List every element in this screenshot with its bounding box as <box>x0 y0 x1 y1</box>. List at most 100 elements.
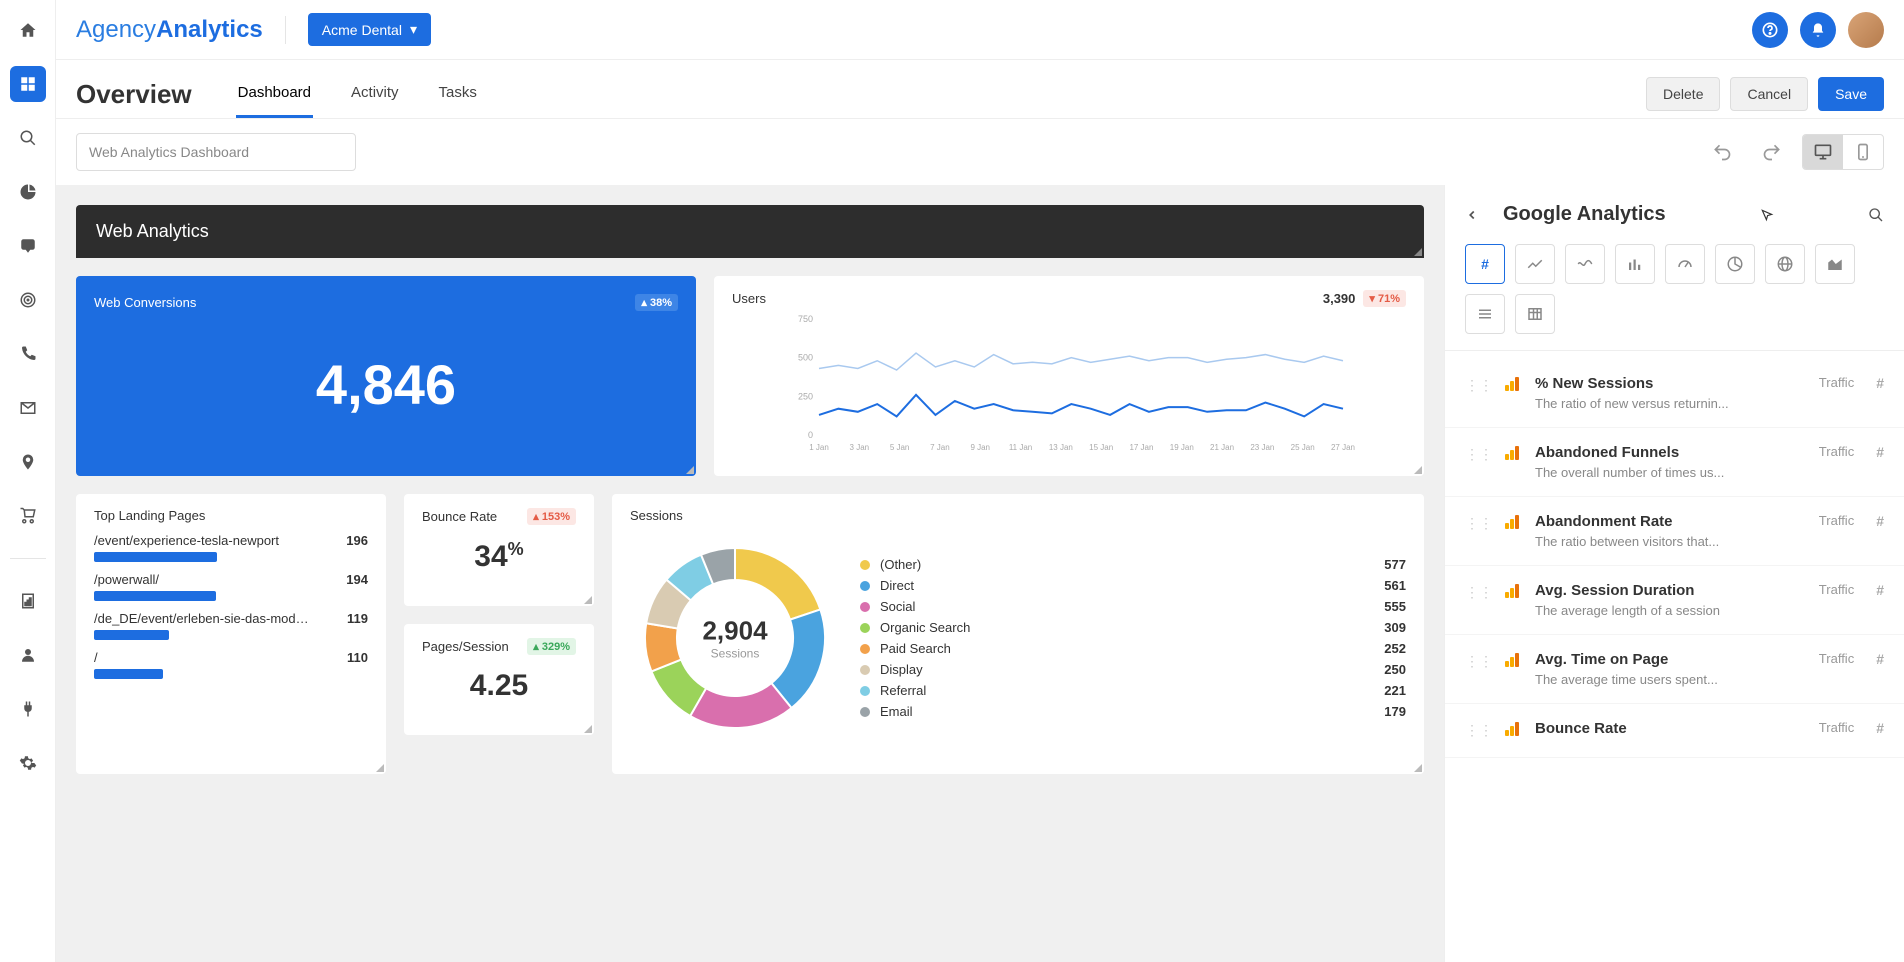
cart-icon[interactable] <box>10 498 46 534</box>
pages-session-card[interactable]: Pages/Session▴ 329% 4.25 <box>404 624 594 735</box>
sessions-card[interactable]: Sessions 2,904 Sessions (Other)577Direct… <box>612 494 1424 774</box>
user-icon[interactable] <box>10 637 46 673</box>
cancel-button[interactable]: Cancel <box>1730 77 1808 111</box>
subheader: Overview Dashboard Activity Tasks Delete… <box>56 60 1904 119</box>
report-icon[interactable] <box>10 583 46 619</box>
legend-label: Organic Search <box>880 620 970 635</box>
landing-card[interactable]: Top Landing Pages /event/experience-tesl… <box>76 494 386 774</box>
metric-item[interactable]: ⋮⋮ Abandoned Funnels The overall number … <box>1445 428 1904 497</box>
page-title: Overview <box>76 79 192 110</box>
metric-item[interactable]: ⋮⋮ Avg. Time on Page The average time us… <box>1445 635 1904 704</box>
gear-icon[interactable] <box>10 745 46 781</box>
ga-icon <box>1505 653 1523 667</box>
resize-handle[interactable] <box>376 764 384 772</box>
metric-item[interactable]: ⋮⋮ % New Sessions The ratio of new versu… <box>1445 359 1904 428</box>
drag-handle-icon[interactable]: ⋮⋮ <box>1465 584 1493 601</box>
type-pie-icon[interactable] <box>1715 244 1755 284</box>
ga-icon <box>1505 446 1523 460</box>
resize-handle[interactable] <box>584 596 592 604</box>
resize-handle[interactable] <box>1414 248 1422 256</box>
pie-icon[interactable] <box>10 174 46 210</box>
back-icon[interactable] <box>1465 208 1479 222</box>
bounce-card[interactable]: Bounce Rate▴ 153% 34% <box>404 494 594 606</box>
help-icon[interactable] <box>1752 12 1788 48</box>
drag-handle-icon[interactable]: ⋮⋮ <box>1465 653 1493 670</box>
search-icon[interactable] <box>10 120 46 156</box>
tab-dashboard[interactable]: Dashboard <box>236 70 313 118</box>
panel-search-icon[interactable] <box>1868 207 1884 223</box>
svg-text:21 Jan: 21 Jan <box>1210 443 1234 452</box>
resize-handle[interactable] <box>1414 764 1422 772</box>
legend-row: (Other)577 <box>860 554 1406 575</box>
landing-bar <box>94 630 169 640</box>
type-line-icon[interactable] <box>1515 244 1555 284</box>
ga-icon <box>1505 377 1523 391</box>
device-toggle <box>1802 134 1884 170</box>
account-select[interactable]: Acme Dental ▾ <box>308 13 431 46</box>
undo-icon[interactable] <box>1702 135 1742 169</box>
tab-activity[interactable]: Activity <box>349 70 401 118</box>
bell-icon[interactable] <box>1800 12 1836 48</box>
resize-handle[interactable] <box>1414 466 1422 474</box>
redo-icon[interactable] <box>1752 135 1792 169</box>
ga-icon <box>1505 584 1523 598</box>
home-icon[interactable] <box>10 12 46 48</box>
users-card[interactable]: Users 3,390 ▾ 71% 75050025001 Jan3 Jan5 … <box>714 276 1424 476</box>
landing-row: /de_DE/event/erleben-sie-das-model-s-...… <box>94 611 368 640</box>
dashboard-icon[interactable] <box>10 66 46 102</box>
hash-icon: # <box>1876 720 1884 736</box>
legend-row: Organic Search309 <box>860 617 1406 638</box>
drag-handle-icon[interactable]: ⋮⋮ <box>1465 377 1493 394</box>
landing-title: Top Landing Pages <box>94 508 368 523</box>
metric-title: Abandoned Funnels <box>1535 444 1807 461</box>
type-bar-icon[interactable] <box>1615 244 1655 284</box>
metric-item[interactable]: ⋮⋮ Abandonment Rate The ratio between vi… <box>1445 497 1904 566</box>
desktop-icon[interactable] <box>1803 135 1843 169</box>
pages-session-value: 4.25 <box>422 669 576 703</box>
type-area-icon[interactable] <box>1815 244 1855 284</box>
ga-icon <box>1505 722 1523 736</box>
landing-path: /de_DE/event/erleben-sie-das-model-s-... <box>94 611 314 626</box>
save-button[interactable]: Save <box>1818 77 1884 111</box>
side-panel: Google Analytics # ⋮⋮ <box>1444 185 1904 962</box>
metric-desc: The overall number of times us... <box>1535 465 1775 480</box>
conversions-card[interactable]: Web Conversions ▴ 38% 4,846 <box>76 276 696 476</box>
drag-handle-icon[interactable]: ⋮⋮ <box>1465 446 1493 463</box>
resize-handle[interactable] <box>584 725 592 733</box>
metric-desc: The ratio between visitors that... <box>1535 534 1775 549</box>
type-number-icon[interactable]: # <box>1465 244 1505 284</box>
phone-icon[interactable] <box>10 336 46 372</box>
legend-value: 555 <box>1384 599 1406 614</box>
topbar: AgencyAnalytics Acme Dental ▾ <box>56 0 1904 60</box>
delete-button[interactable]: Delete <box>1646 77 1720 111</box>
section-header[interactable]: Web Analytics <box>76 205 1424 258</box>
type-list-icon[interactable] <box>1465 294 1505 334</box>
type-table-icon[interactable] <box>1515 294 1555 334</box>
legend-dot <box>860 644 870 654</box>
svg-text:250: 250 <box>798 391 813 401</box>
target-icon[interactable] <box>10 282 46 318</box>
dashboard-name-input[interactable] <box>76 133 356 171</box>
conversions-value: 4,846 <box>316 352 456 417</box>
drag-handle-icon[interactable]: ⋮⋮ <box>1465 722 1493 739</box>
metric-desc: The average time users spent... <box>1535 672 1775 687</box>
location-icon[interactable] <box>10 444 46 480</box>
mobile-icon[interactable] <box>1843 135 1883 169</box>
plug-icon[interactable] <box>10 691 46 727</box>
metric-item[interactable]: ⋮⋮ Bounce Rate Traffic # <box>1445 704 1904 758</box>
resize-handle[interactable] <box>686 466 694 474</box>
type-spark-icon[interactable] <box>1565 244 1605 284</box>
tab-tasks[interactable]: Tasks <box>437 70 479 118</box>
chat-icon[interactable] <box>10 228 46 264</box>
mail-icon[interactable] <box>10 390 46 426</box>
drag-handle-icon[interactable]: ⋮⋮ <box>1465 515 1493 532</box>
avatar[interactable] <box>1848 12 1884 48</box>
type-gauge-icon[interactable] <box>1665 244 1705 284</box>
landing-row: /110 <box>94 650 368 679</box>
type-globe-icon[interactable] <box>1765 244 1805 284</box>
chevron-down-icon: ▾ <box>410 21 417 38</box>
metric-item[interactable]: ⋮⋮ Avg. Session Duration The average len… <box>1445 566 1904 635</box>
landing-path: /event/experience-tesla-newport <box>94 533 279 548</box>
bounce-value: 34% <box>422 539 576 574</box>
metric-title: Avg. Session Duration <box>1535 582 1807 599</box>
